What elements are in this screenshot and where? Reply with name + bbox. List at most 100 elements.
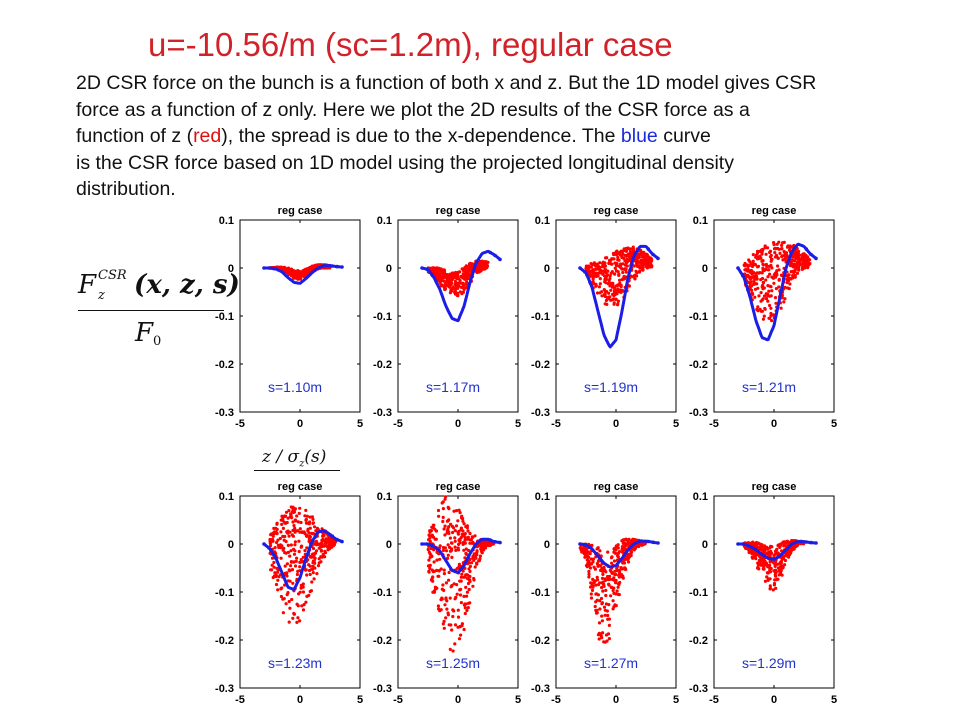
scatter-point (600, 585, 604, 590)
scatter-point (775, 255, 779, 259)
scatter-point (616, 554, 620, 558)
scatter-point (592, 565, 596, 569)
scatter-point (444, 283, 448, 287)
scatter-point (613, 573, 617, 577)
scatter-point (623, 566, 627, 570)
scatter-point (588, 562, 592, 566)
scatter-point (465, 608, 469, 613)
scatter-point (588, 566, 593, 570)
scatter-point (299, 560, 303, 564)
scatter-point (311, 517, 315, 522)
scatter-point (319, 560, 323, 564)
scatter-point (289, 560, 294, 564)
scatter-point (280, 522, 284, 527)
scatter-point (290, 597, 294, 602)
scatter-point (777, 277, 781, 282)
scatter-point (271, 534, 275, 538)
scatter-point (478, 554, 482, 558)
scatter-point (588, 274, 593, 278)
scatter-point (455, 276, 459, 280)
scatter-point (631, 246, 635, 251)
scatter-point (634, 259, 638, 263)
description-line: is the CSR force based on 1D model using… (76, 150, 926, 177)
scatter-point (450, 628, 454, 632)
scatter-point (617, 593, 621, 597)
scatter-point (601, 631, 605, 635)
scatter-point (752, 275, 756, 279)
scatter-point (616, 255, 620, 260)
scatter-point (427, 558, 431, 562)
scatter-point (303, 532, 307, 536)
scatter-point (598, 282, 602, 286)
scatter-point (294, 519, 298, 523)
scatter-point (622, 249, 626, 253)
scatter-point (611, 599, 615, 603)
scatter-point (296, 616, 300, 620)
scatter-point (756, 541, 761, 545)
model-curve (421, 249, 501, 323)
scatter-point (603, 568, 607, 573)
scatter-point (453, 642, 457, 646)
x-tick-label: -5 (393, 418, 403, 430)
scatter-point (770, 266, 774, 270)
scatter-point (302, 270, 306, 274)
scatter-point (592, 271, 597, 275)
scatter-point (602, 264, 607, 268)
scatter-point (443, 603, 447, 607)
s-label: s=1.10m (268, 379, 322, 395)
y-tick-label: -0.2 (373, 359, 392, 371)
scatter-point (325, 540, 329, 544)
scatter-point (428, 539, 432, 544)
scatter-point (768, 563, 772, 567)
scatter-point (285, 562, 289, 566)
eq-num-F: F (78, 270, 97, 300)
scatter-point (456, 519, 460, 523)
scatter-point (756, 305, 760, 309)
scatter-point (316, 542, 320, 547)
model-curve-point (736, 542, 740, 546)
scatter-point (761, 263, 766, 267)
model-curve-point (809, 540, 813, 545)
scatter-point (291, 581, 295, 585)
model-curve-point (651, 252, 655, 257)
description-text-span: distribution. (76, 178, 176, 200)
scatter-point (313, 556, 317, 560)
scatter-point (795, 543, 800, 547)
scatter-point (454, 509, 459, 513)
scatter-point (286, 543, 290, 548)
scatter-point (293, 543, 297, 547)
scatter-point (283, 534, 287, 539)
scatter-point (285, 530, 289, 534)
scatter-point (319, 555, 323, 559)
scatter-point (286, 579, 290, 583)
model-curve-point (804, 247, 809, 251)
scatter-point (749, 262, 753, 266)
scatter-point (443, 524, 447, 528)
scatter-point (321, 538, 325, 542)
scatter-point (280, 586, 284, 590)
scatter-point (616, 302, 620, 306)
scatter-point (460, 572, 464, 576)
scatter-point (464, 264, 468, 268)
scatter-point (753, 555, 757, 560)
scatter-point (296, 569, 300, 574)
scatter-point (616, 551, 621, 556)
scatter-point (446, 556, 450, 561)
scatter-point (591, 557, 596, 561)
scatter-point (619, 566, 623, 570)
scatter-point (304, 517, 308, 522)
scatter-point (303, 514, 307, 518)
scatter-point (746, 280, 751, 284)
scatter-point (608, 284, 612, 288)
scatter-point (627, 252, 631, 256)
scatter-point (447, 578, 451, 582)
scatter-point (788, 551, 793, 555)
scatter-point (297, 511, 301, 515)
scatter-point (430, 546, 434, 551)
scatter-point (307, 536, 311, 541)
scatter-point (613, 569, 617, 573)
panel-title: reg case (752, 481, 797, 493)
model-curve-point (430, 272, 434, 277)
scatter-point (446, 543, 450, 547)
scatter-point (276, 578, 280, 582)
